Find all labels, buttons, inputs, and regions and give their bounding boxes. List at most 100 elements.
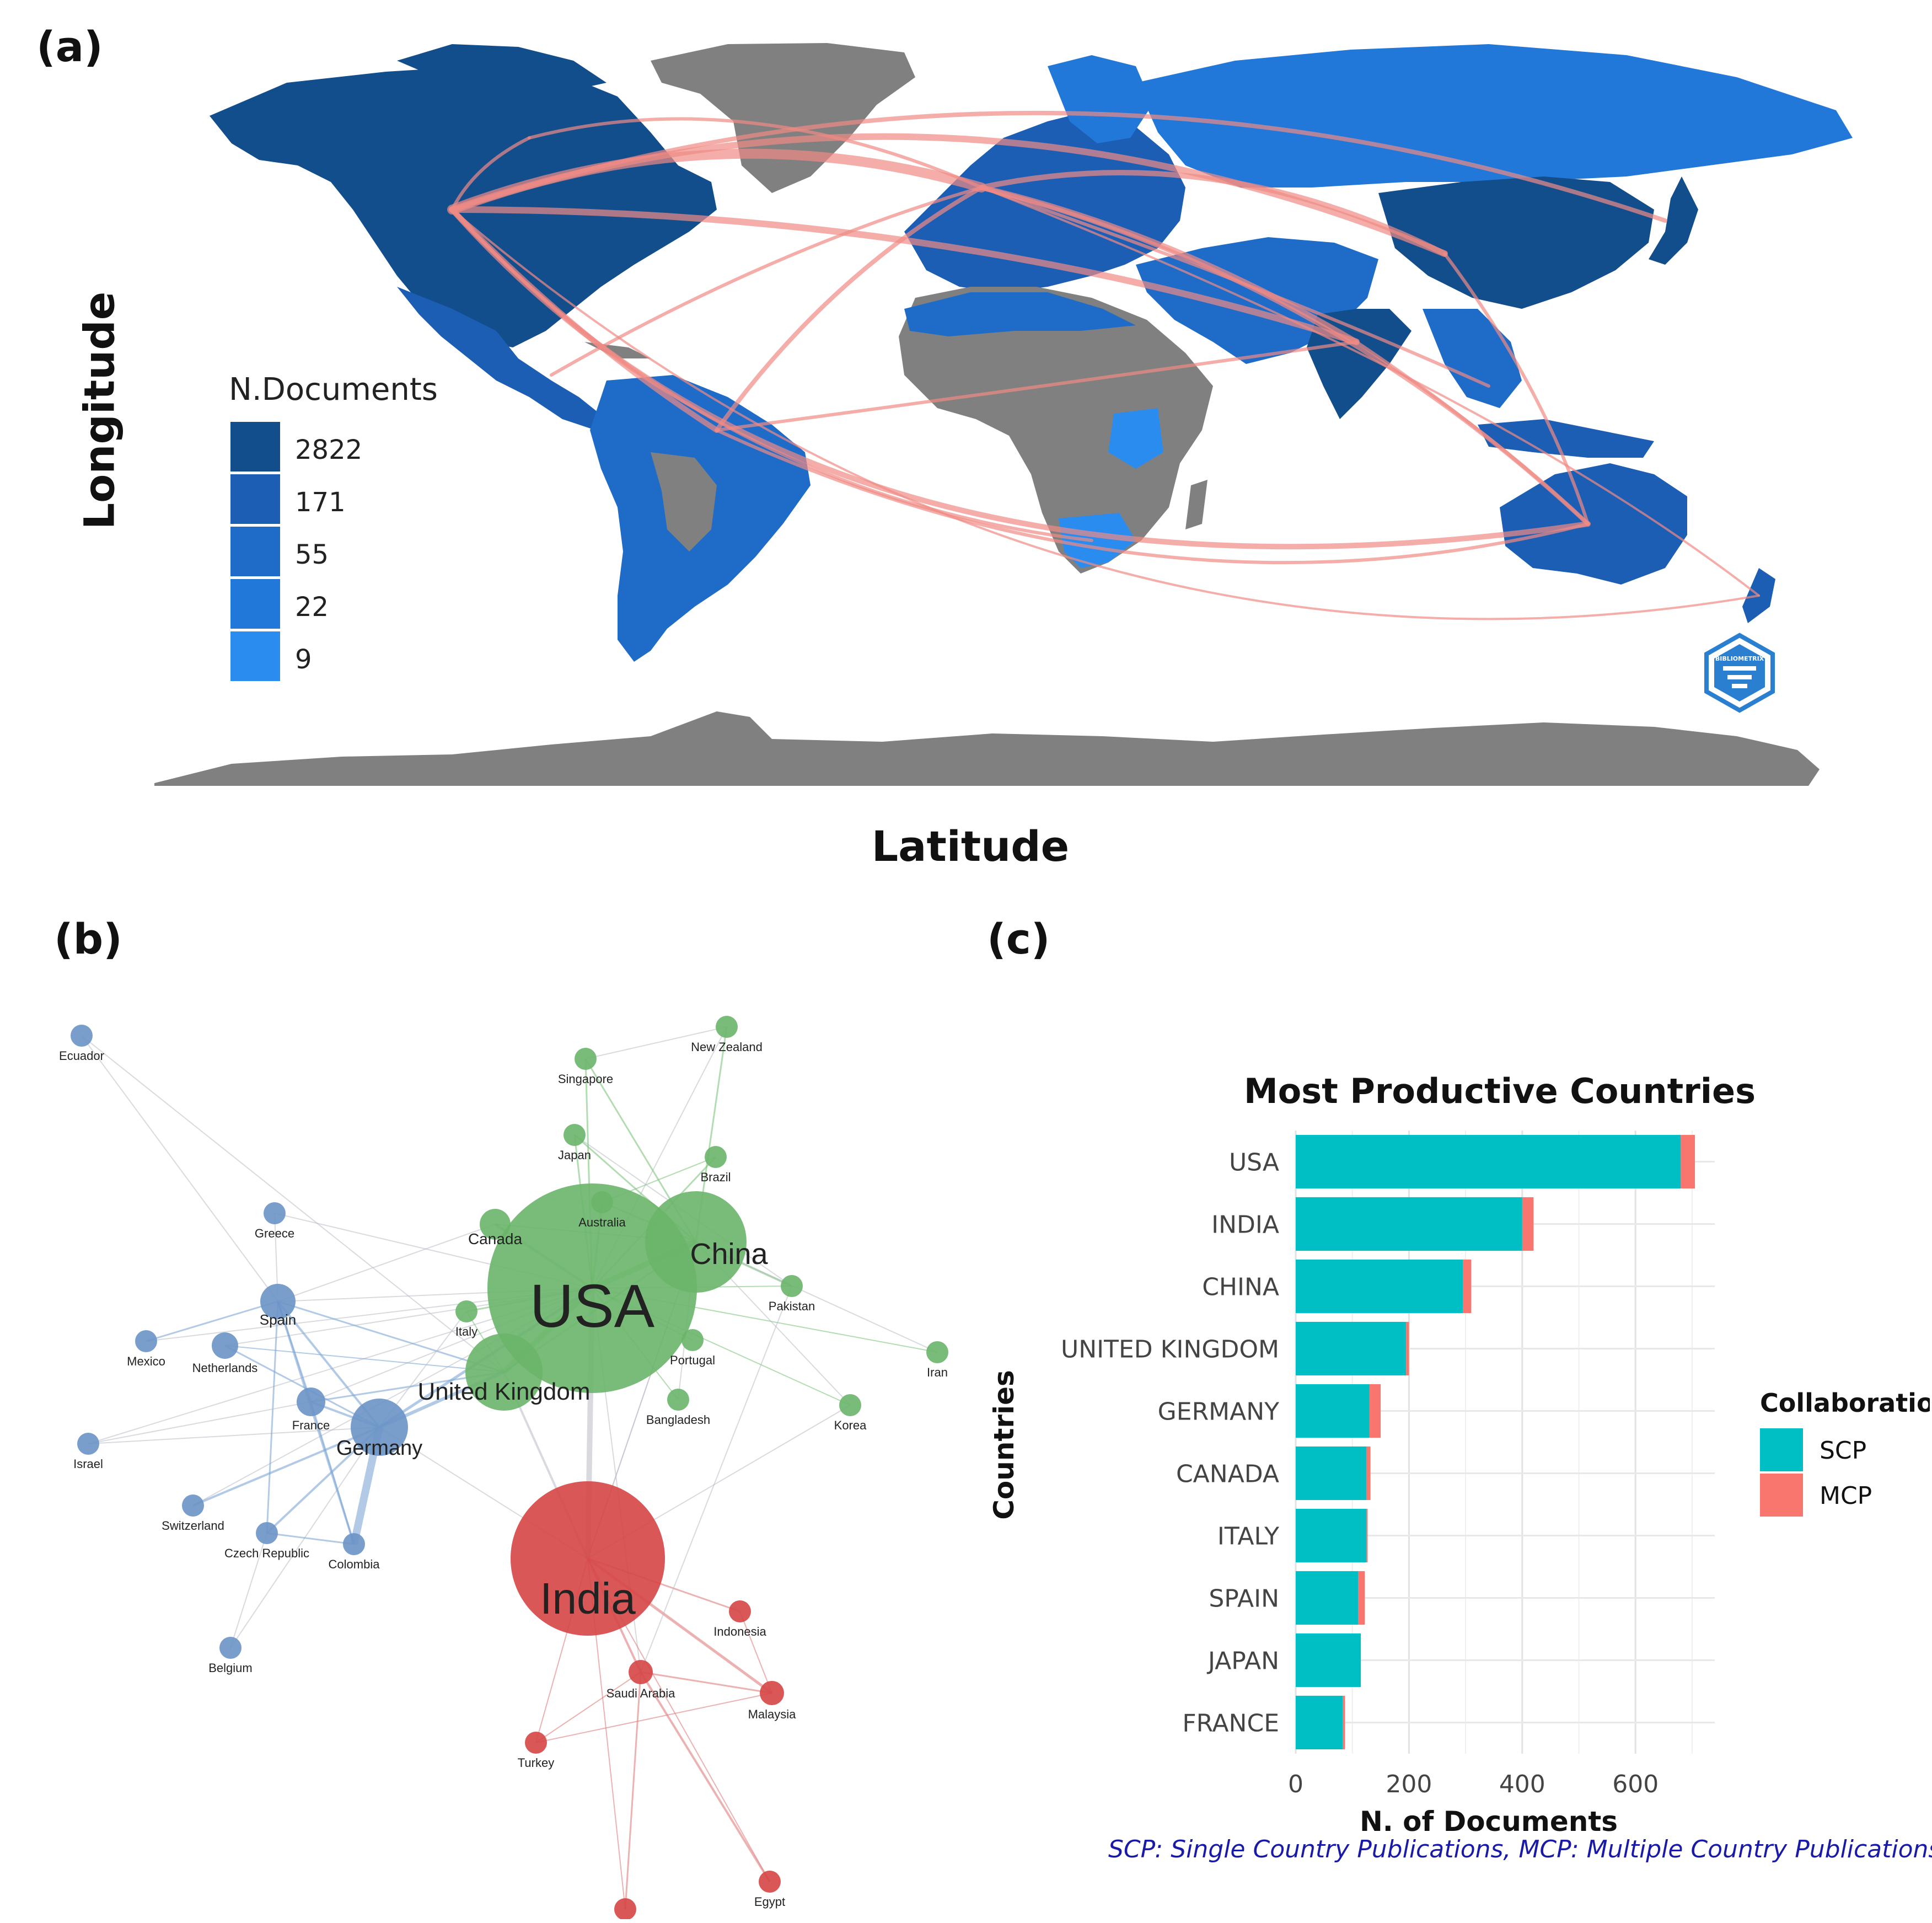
legend-swatch-55 [230, 527, 280, 576]
node-iran [926, 1341, 948, 1363]
chart-bars [1296, 1134, 1695, 1750]
edge-france-colombia [310, 1401, 355, 1545]
bar-japan-scp [1296, 1633, 1361, 1688]
east-africa-blue-region [1108, 408, 1163, 469]
node-singapore [575, 1048, 597, 1070]
category-label-united-kingdom: UNITED KINGDOM [1061, 1336, 1279, 1364]
link-usa-newzealand [451, 208, 1760, 620]
legend-label-2822: 2822 [295, 435, 362, 465]
node-korea [839, 1394, 861, 1416]
link-brazil-australia [715, 428, 1590, 565]
link-europe-china [979, 170, 1447, 256]
bar-united-kingdom-scp [1296, 1321, 1407, 1376]
node-label-italy: Italy [455, 1325, 477, 1338]
node-label-saudi-arabia: Saudi Arabia [607, 1686, 676, 1700]
australia-shape [1500, 463, 1687, 585]
node-label-colombia: Colombia [329, 1557, 380, 1571]
bar-usa-scp [1296, 1134, 1681, 1189]
edge-saudi-arabia-malaysia [640, 1671, 772, 1694]
bar-china-mcp [1462, 1259, 1472, 1314]
bar-united-kingdom-mcp [1406, 1321, 1409, 1376]
russia-shape [1136, 44, 1853, 188]
x-tick-0: 0 [1288, 1770, 1303, 1798]
category-label-usa: USA [1229, 1149, 1279, 1177]
node-brazil [705, 1146, 727, 1168]
map-ylabel: Longitude [74, 291, 124, 530]
node-label-malaysia: Malaysia [748, 1707, 797, 1721]
node-pakistan [781, 1275, 803, 1297]
category-label-canada: CANADA [1176, 1460, 1279, 1488]
south-america-grey-region [651, 452, 717, 551]
node-turkey [525, 1732, 547, 1754]
node-ecuador [71, 1025, 93, 1047]
node-label-switzerland: Switzerland [162, 1519, 224, 1533]
node-switzerland [182, 1495, 204, 1517]
category-label-germany: GERMANY [1158, 1398, 1279, 1426]
node-label-netherlands: Netherlands [192, 1361, 258, 1375]
world-collaboration-map: N.Documents 2822 171 55 22 9 BIBLIOMETRI… [154, 43, 1853, 786]
node-malaysia [760, 1681, 784, 1705]
node-label-iran: Iran [927, 1365, 948, 1379]
link-europe-southeast-asia [980, 186, 1490, 388]
bar-usa-mcp [1681, 1134, 1695, 1189]
chart-ylabel: Countries [988, 1370, 1020, 1520]
link-europe-brazil [715, 185, 984, 432]
node-label-bangladesh: Bangladesh [646, 1413, 710, 1427]
edge-saudi-arabia-turkey [535, 1672, 641, 1743]
node-netherlands [212, 1332, 238, 1359]
node-mexico [135, 1330, 157, 1352]
legend-label-55: 55 [295, 539, 329, 570]
bar-spain-scp [1296, 1571, 1358, 1625]
bar-italy-mcp [1366, 1508, 1368, 1563]
map-legend-swatches [230, 422, 280, 681]
bar-france-scp [1296, 1695, 1343, 1750]
node-greece [264, 1202, 286, 1224]
collaboration-links [447, 110, 1760, 620]
southeast-asia-shape [1423, 309, 1522, 408]
panel-label-c: (c) [987, 914, 1050, 963]
bibliometrix-logo-icon: BIBLIOMETRIX [1704, 633, 1775, 713]
africa-shape [899, 287, 1213, 574]
edge-germany-switzerland [192, 1426, 380, 1507]
node-czech-republic [256, 1522, 278, 1544]
node-united-kingdom [465, 1333, 543, 1411]
node-label-greece: Greece [255, 1226, 294, 1240]
node-portugal [681, 1329, 704, 1351]
legend-label-22: 22 [295, 592, 329, 623]
node-indonesia [729, 1600, 751, 1622]
legend-swatch-171 [230, 474, 280, 524]
node-bangladesh [667, 1389, 689, 1411]
node-label-brazil: Brazil [700, 1170, 731, 1184]
node-label-usa: USA [530, 1272, 655, 1340]
x-tick-200: 200 [1386, 1770, 1432, 1798]
legend-label-mcp: MCP [1820, 1482, 1872, 1510]
legend-swatch-9 [230, 631, 280, 681]
edge-malaysia-turkey [535, 1692, 772, 1743]
node-label-egypt: Egypt [754, 1895, 785, 1909]
north-africa-blue-region [904, 292, 1136, 336]
network-nodes [71, 1016, 948, 1919]
legend-label-scp: SCP [1820, 1437, 1866, 1465]
x-tick-400: 400 [1499, 1770, 1545, 1798]
chart-title: Most Productive Countries [1244, 1071, 1756, 1111]
node-spain [260, 1284, 296, 1319]
chart-xlabel: N. of Documents [1360, 1806, 1618, 1838]
node-label-china: China [690, 1238, 768, 1271]
legend-swatch-mcp [1760, 1474, 1803, 1517]
node-egypt [759, 1871, 781, 1893]
category-label-france: FRANCE [1182, 1710, 1279, 1738]
edge-germany-netherlands [224, 1345, 380, 1428]
link-brazil-india [715, 340, 1358, 432]
bar-india-scp [1296, 1197, 1522, 1251]
bar-germany-scp [1296, 1384, 1370, 1438]
south-africa-blue-region [1059, 513, 1136, 568]
link-europe-newzealand [980, 186, 1760, 597]
legend-swatch-2822 [230, 422, 280, 472]
node-label-new-zealand: New Zealand [691, 1040, 763, 1054]
category-label-japan: JAPAN [1206, 1647, 1279, 1675]
edge-united-kingdom-spain [277, 1300, 505, 1373]
edge-spain-mexico [146, 1300, 278, 1342]
node-label-turkey: Turkey [518, 1756, 554, 1770]
node-label-belgium: Belgium [208, 1661, 252, 1675]
edge-canada-spain [277, 1224, 496, 1302]
